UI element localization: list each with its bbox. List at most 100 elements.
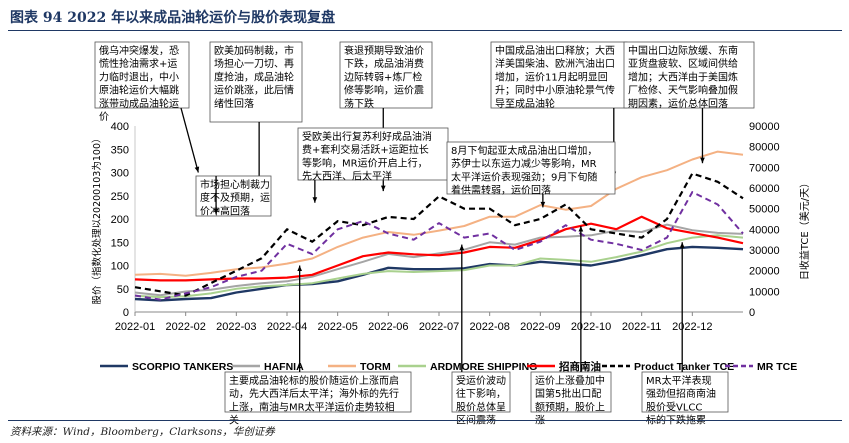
legend-label: MR TCE: [757, 361, 797, 373]
annotation-line: 期因素，运价总体回落: [628, 97, 728, 110]
legend: SCORPIO TANKERS HAFNIA TORM ARDMORE SHIPPIN…: [100, 360, 797, 373]
annotation-text: 运价上涨叠加中国第5批出口配额预期，股价上涨: [535, 374, 605, 427]
annotation-line: 太平洋运价表现强劲；9月下旬随: [451, 170, 597, 183]
annotation-line: 慌性抢油需求+运: [99, 57, 177, 70]
annotation-text: 中国成品油出口释放；大西洋美国柴油、欧洲汽油出口增加，运价11月起明显回升；同时…: [495, 44, 615, 110]
annotation-line: 强劲但招商南油: [646, 387, 716, 400]
annotation-line: 厂检修、天气影响叠加假: [628, 84, 738, 97]
annotation-arrow: [180, 107, 199, 173]
legend-label: TORM: [360, 361, 391, 373]
annotation-box: [209, 41, 303, 123]
y-right-tick-label: 40000: [749, 224, 780, 236]
annotation-text: MR太平洋表现强劲但招商南油股价受VLCC 标的下跌拖累: [646, 374, 716, 427]
annotation-line: 股价总体呈: [456, 400, 506, 413]
annotation-arrowhead: [312, 197, 318, 203]
y-right-tick-label: 70000: [749, 162, 780, 174]
series-line-scorpio-tankers: [134, 245, 744, 302]
annotation-line: 价: [99, 111, 109, 123]
annotation: 中国出口边际放缓、东南亚货盘疲软、区域间供给增加；大西洋由于美国炼厂检修、天气影…: [623, 41, 755, 164]
annotation-line: 着供需转弱，运价回落: [451, 184, 551, 197]
annotation-line: 下跌，成品油消费: [344, 57, 424, 70]
y-right-tick-label: 60000: [749, 183, 780, 195]
y-left-tick-label: 50: [117, 284, 129, 296]
legend-item: MR TCE: [725, 361, 797, 373]
annotation-line: 升；同时中小原油轮景气传: [495, 84, 615, 97]
x-tick-label: 2022-07: [419, 321, 459, 333]
annotation-box: [94, 41, 190, 109]
annotation-box: [623, 41, 755, 109]
legend-item: HAFNIA: [232, 361, 304, 373]
annotation-arrowhead: [578, 225, 584, 232]
y-left-axis-title: 股价（指数化处理以20200103为100）: [91, 134, 103, 305]
annotation-arrowhead: [459, 244, 465, 251]
figure-title: 图表 94 2022 年以来成品油轮运价与股价表现复盘: [10, 10, 336, 26]
annotation-line: 市场担心制裁力: [200, 178, 270, 191]
annotation-line: 价冲高回落: [200, 204, 250, 217]
legend-item: TORM: [328, 361, 391, 373]
annotation-line: 苏伊士以东运力减少等影响，MR: [451, 157, 597, 170]
series-layer: [134, 150, 744, 302]
annotation: 运价上涨叠加中国第5批出口配额预期，股价上涨: [530, 225, 612, 427]
x-tick-label: 2022-08: [469, 321, 509, 333]
annotation-line: 绪性回落: [214, 97, 254, 110]
annotation-box: [297, 127, 449, 181]
annotation-line: 运价跳涨，此后情: [214, 84, 294, 97]
annotation-text: 受欧美出行复苏利好成品油消费+套利交易活跃+运距拉长等影响，MR运价开启上行，先…: [302, 130, 432, 183]
annotation-box: [451, 371, 511, 413]
annotation: MR太平洋表现强劲但招商南油股价受VLCC 标的下跌拖累: [641, 242, 729, 427]
annotation-line: 原油轮运价大幅跳: [99, 84, 179, 97]
legend-item: ARDMORE SHIPPING: [398, 361, 537, 373]
annotation-line: 往下影响，: [456, 387, 506, 400]
y-right-tick-label: 20000: [749, 266, 780, 278]
annotation-text: 中国出口边际放缓、东南亚货盘疲软、区域间供给增加；大西洋由于美国炼厂检修、天气影…: [628, 44, 738, 110]
series-line--: [134, 215, 744, 282]
x-tick-label: 2022-12: [672, 321, 712, 333]
annotation-line: 洋美国柴油、欧洲汽油出口: [495, 57, 615, 70]
y-right-tick-label: 0: [749, 307, 755, 319]
legend-label: Product Tanker TCE: [634, 361, 734, 373]
annotation: 8月下旬起亚太成品油出口增加，苏伊士以东运力减少等影响，MR 太平洋运价表现强劲；…: [446, 141, 616, 208]
annotation-line: 增加，运价11月起明显回: [495, 70, 608, 83]
annotation-line: MR太平洋表现: [646, 374, 712, 387]
annotation-line: 先大西洋、后太平洋: [302, 170, 392, 183]
annotation-line: 国第5批出口配: [535, 387, 601, 400]
annotation-line: 受运价波动: [456, 374, 506, 387]
annotation-line: 欧美加码制裁，市: [214, 44, 294, 57]
annotation-text: 衰退预期导致油价下跌，成品油消费边际转弱+炼厂检修等影响，运价震荡下跌: [344, 44, 424, 110]
y-left-tick-label: 150: [111, 237, 129, 249]
annotation-box: [224, 371, 412, 413]
x-tick-label: 2022-06: [368, 321, 408, 333]
annotation-text: 受运价波动往下影响，股价总体呈区间震荡: [456, 374, 506, 427]
annotation-box: [195, 175, 272, 217]
source-note: 资料来源：Wind，Bloomberg，Clarksons，华创证券: [10, 426, 275, 438]
annotation-line: 8月下旬起亚太成品油出口增加，: [451, 144, 597, 157]
y-right-tick-label: 10000: [749, 286, 780, 298]
axes-layer: 0 50 100 150 200 250 300 350 400 0 10000 20000 30000…: [91, 121, 811, 333]
annotation: 主要成品油轮标的股价随运价上涨而启动，先大西洋后太平洋；海外标的先行上涨，南油与…: [224, 265, 412, 427]
annotation-box: [641, 371, 729, 413]
x-tick-label: 2022-01: [115, 321, 155, 333]
annotation-arrowhead: [700, 157, 705, 164]
annotation-box: [530, 371, 612, 413]
x-tick-label: 2022-02: [165, 321, 205, 333]
annotation-layer: 俄乌冲突爆发，恐慌性抢油需求+运力临时退出，中小原油轮运价大幅跳涨带动成品油轮运…: [94, 41, 755, 427]
legend-item: 招商南油: [527, 360, 601, 373]
annotation-text: 欧美加码制裁，市场担心一刀切、再度抢油，成品油轮运价跳涨，此后情绪性回落: [214, 44, 294, 110]
annotation-line: 受欧美出行复苏利好成品油消: [302, 130, 432, 143]
y-right-tick-label: 30000: [749, 245, 780, 257]
series-line-torm: [134, 150, 744, 277]
annotation: 欧美加码制裁，市场担心一刀切、再度抢油，成品油轮运价跳涨，此后情绪性回落: [209, 41, 303, 201]
annotation: 受运价波动往下影响，股价总体呈区间震荡: [451, 244, 511, 427]
y-right-tick-label: 80000: [749, 142, 780, 154]
y-right-axis-title: 日收益TCE（美元/天）: [798, 178, 811, 280]
y-left-tick-label: 250: [111, 191, 129, 203]
series-line-hafnia: [134, 223, 744, 297]
annotation-line: 股价受VLCC: [646, 401, 702, 413]
y-left-tick-label: 100: [111, 261, 129, 273]
annotation-line: 额预期，股价上: [535, 400, 605, 413]
annotation: 市场担心制裁力度不及预期，运价冲高回落: [195, 175, 272, 217]
annotation: 中国成品油出口释放；大西洋美国柴油、欧洲汽油出口增加，运价11月起明显回升；同时…: [490, 41, 628, 178]
y-right-tick-label: 50000: [749, 204, 780, 216]
x-tick-label: 2022-09: [520, 321, 560, 333]
